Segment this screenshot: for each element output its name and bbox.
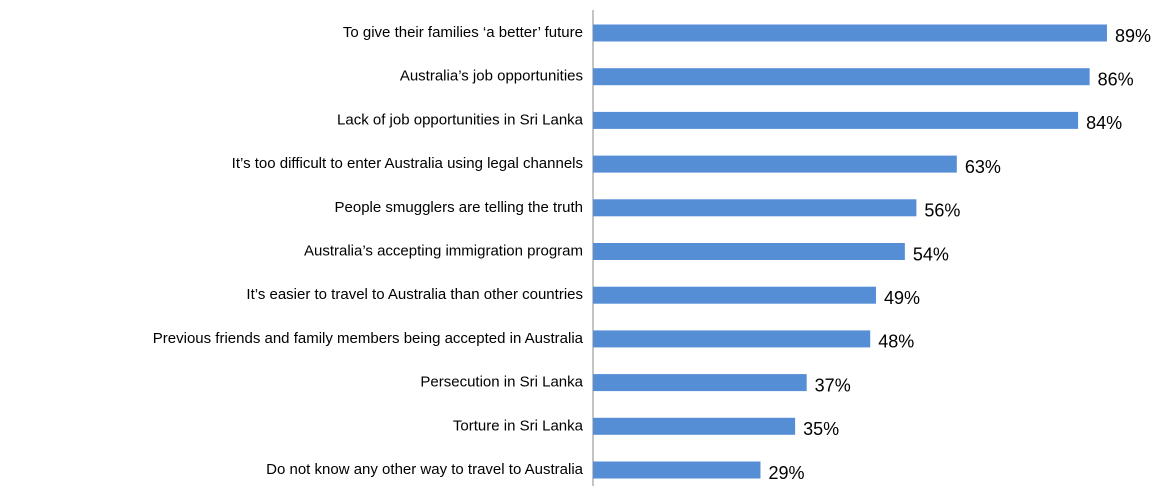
data-label: 48% — [878, 332, 914, 352]
category-label: Previous friends and family members bein… — [153, 330, 584, 347]
bar — [593, 374, 807, 392]
data-label: 84% — [1086, 113, 1122, 133]
data-label: 49% — [884, 288, 920, 308]
data-label: 56% — [924, 201, 960, 221]
category-label: It’s too difficult to enter Australia us… — [232, 155, 583, 172]
data-label: 89% — [1115, 26, 1151, 46]
data-label: 29% — [768, 463, 804, 483]
category-label: Australia’s job opportunities — [400, 68, 583, 85]
bar — [593, 199, 917, 217]
bar — [593, 461, 761, 479]
category-label: People smugglers are telling the truth — [335, 199, 583, 216]
bar — [593, 286, 876, 304]
category-label: Lack of job opportunities in Sri Lanka — [337, 111, 584, 128]
bar — [593, 68, 1090, 86]
data-label: 54% — [913, 244, 949, 264]
data-label: 63% — [965, 157, 1001, 177]
bar — [593, 24, 1107, 42]
data-label: 35% — [803, 419, 839, 439]
bar — [593, 330, 871, 348]
bar — [593, 417, 796, 435]
category-label: It’s easier to travel to Australia than … — [246, 286, 583, 303]
category-label: Persecution in Sri Lanka — [420, 374, 583, 391]
data-label: 86% — [1098, 69, 1134, 89]
data-label: 37% — [815, 375, 851, 395]
bar — [593, 243, 905, 260]
bar — [593, 111, 1079, 129]
category-label: Torture in Sri Lanka — [453, 417, 584, 434]
bar — [593, 155, 957, 173]
category-label: To give their families ‘a better’ future — [343, 24, 583, 41]
category-label: Do not know any other way to travel to A… — [266, 461, 583, 478]
category-label: Australia’s accepting immigration progra… — [304, 242, 583, 259]
